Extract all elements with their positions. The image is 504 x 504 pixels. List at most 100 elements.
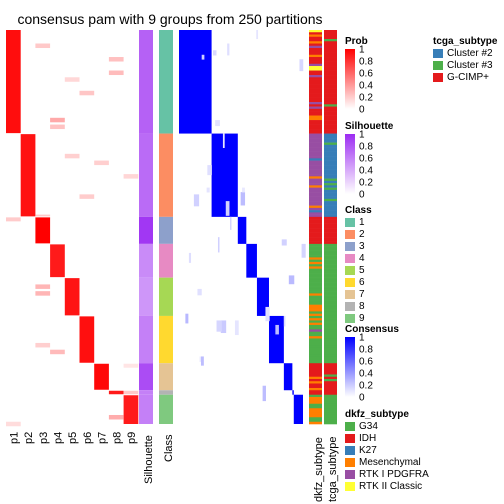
dkfz-cell xyxy=(309,45,322,49)
tcga-cell xyxy=(324,225,337,229)
dkfz-cell xyxy=(309,275,322,278)
dkfz-cell xyxy=(309,144,322,148)
dkfz-cell xyxy=(309,318,322,321)
tcga-cell xyxy=(324,203,337,206)
tcga-cell xyxy=(324,302,337,305)
prob-block-p6 xyxy=(79,315,95,364)
silhouette-group-2 xyxy=(139,133,153,217)
dkfz-cell xyxy=(309,133,322,137)
dkfz-cell xyxy=(309,79,322,83)
tcga-cell xyxy=(324,383,337,387)
tcga-cell xyxy=(324,149,337,152)
dkfz-cell xyxy=(309,95,322,98)
tcga-cell xyxy=(324,77,337,80)
tcga-cell xyxy=(324,246,337,249)
dkfz-cell xyxy=(309,59,322,62)
tcga-cell xyxy=(324,248,337,251)
tcga-cell xyxy=(324,331,337,335)
tcga-cell xyxy=(324,234,337,238)
consensus-cell xyxy=(222,133,225,148)
tcga-legend-title: tcga_subtype xyxy=(433,36,498,47)
tcga-cell xyxy=(324,176,337,179)
dkfz-cell xyxy=(309,52,322,56)
dkfz-cell xyxy=(309,41,322,44)
tcga-cell xyxy=(324,102,337,105)
dkfz-cell xyxy=(309,351,322,355)
tcga-cell xyxy=(324,288,337,292)
dkfz-cell xyxy=(309,239,322,242)
consensus-cell xyxy=(240,192,246,206)
class-legend-label: 1 xyxy=(359,217,365,228)
dkfz-cell xyxy=(309,203,322,206)
dkfz-cell xyxy=(309,189,322,193)
silhouette-group-5 xyxy=(139,277,153,316)
tcga-cell xyxy=(324,138,337,141)
tcga-cell xyxy=(324,354,337,357)
tcga-cell xyxy=(324,86,337,89)
consensus-cell xyxy=(230,216,232,230)
dkfz-cell xyxy=(309,174,322,177)
prob-block-p1 xyxy=(6,30,21,134)
tcga-cell xyxy=(324,194,337,197)
tcga-cell xyxy=(324,117,337,121)
tcga-cell xyxy=(324,405,337,409)
tcga-cell xyxy=(324,160,337,164)
tcga-cell xyxy=(324,147,337,150)
consensus-cell xyxy=(283,315,286,327)
tcga-cell xyxy=(324,266,337,269)
dkfz-cell xyxy=(309,295,322,299)
tcga-cell xyxy=(324,419,337,423)
tcga-cell xyxy=(324,90,337,94)
tcga-cell xyxy=(324,214,337,218)
prob-cell xyxy=(35,43,51,49)
class-group-3 xyxy=(159,216,173,244)
consensus-cell xyxy=(199,356,202,362)
dkfz-cell xyxy=(309,54,322,58)
tcga-cell xyxy=(324,207,337,211)
dkfz-cell xyxy=(309,111,322,114)
tcga-cell xyxy=(324,180,337,184)
tcga-cell xyxy=(324,378,337,382)
tcga-cell xyxy=(324,122,337,125)
dkfz-cell xyxy=(309,225,322,229)
consensus-cell xyxy=(188,252,192,263)
dkfz-cell xyxy=(309,84,322,87)
tcga-cell xyxy=(324,165,337,168)
tcga-cell xyxy=(324,201,337,204)
prob-block-p2 xyxy=(20,133,36,217)
silhouette-legend-tick: 0.8 xyxy=(359,142,373,153)
tcga-cell xyxy=(324,230,337,233)
tcga-legend-label: Cluster #3 xyxy=(447,60,493,71)
dkfz-cell xyxy=(309,75,322,78)
tcga-cell xyxy=(324,115,337,119)
tcga-cell xyxy=(324,275,337,278)
tcga-cell xyxy=(324,144,337,148)
dkfz-cell xyxy=(309,270,322,274)
dkfz-cell xyxy=(309,171,322,175)
dkfz-legend-swatch xyxy=(345,422,355,431)
dkfz-cell xyxy=(309,151,322,155)
tcga-cell xyxy=(324,63,337,67)
tcga-cell xyxy=(324,39,337,42)
dkfz-cell xyxy=(309,216,322,220)
silhouette-legend-tick: 0.2 xyxy=(359,178,373,189)
class-group-4 xyxy=(159,243,173,278)
dkfz-cell xyxy=(309,194,322,197)
silhouette-legend-tick: 1 xyxy=(359,130,365,141)
dkfz-cell xyxy=(309,419,322,423)
dkfz-cell xyxy=(309,381,322,384)
tcga-cell xyxy=(324,309,337,312)
dkfz-cell xyxy=(309,282,322,285)
tcga-cell xyxy=(324,113,337,116)
dkfz-cell xyxy=(309,356,322,360)
dkfz-cell xyxy=(309,387,322,391)
class-legend-swatch xyxy=(345,254,355,263)
prob-cell xyxy=(50,349,65,355)
dkfz-cell xyxy=(309,358,322,362)
dkfz-cell xyxy=(309,90,322,94)
tcga-cell xyxy=(324,340,337,344)
dkfz-cell xyxy=(309,88,322,92)
class-legend-label: 7 xyxy=(359,289,365,300)
tcga-cell xyxy=(324,327,337,330)
tcga-cell xyxy=(324,70,337,74)
